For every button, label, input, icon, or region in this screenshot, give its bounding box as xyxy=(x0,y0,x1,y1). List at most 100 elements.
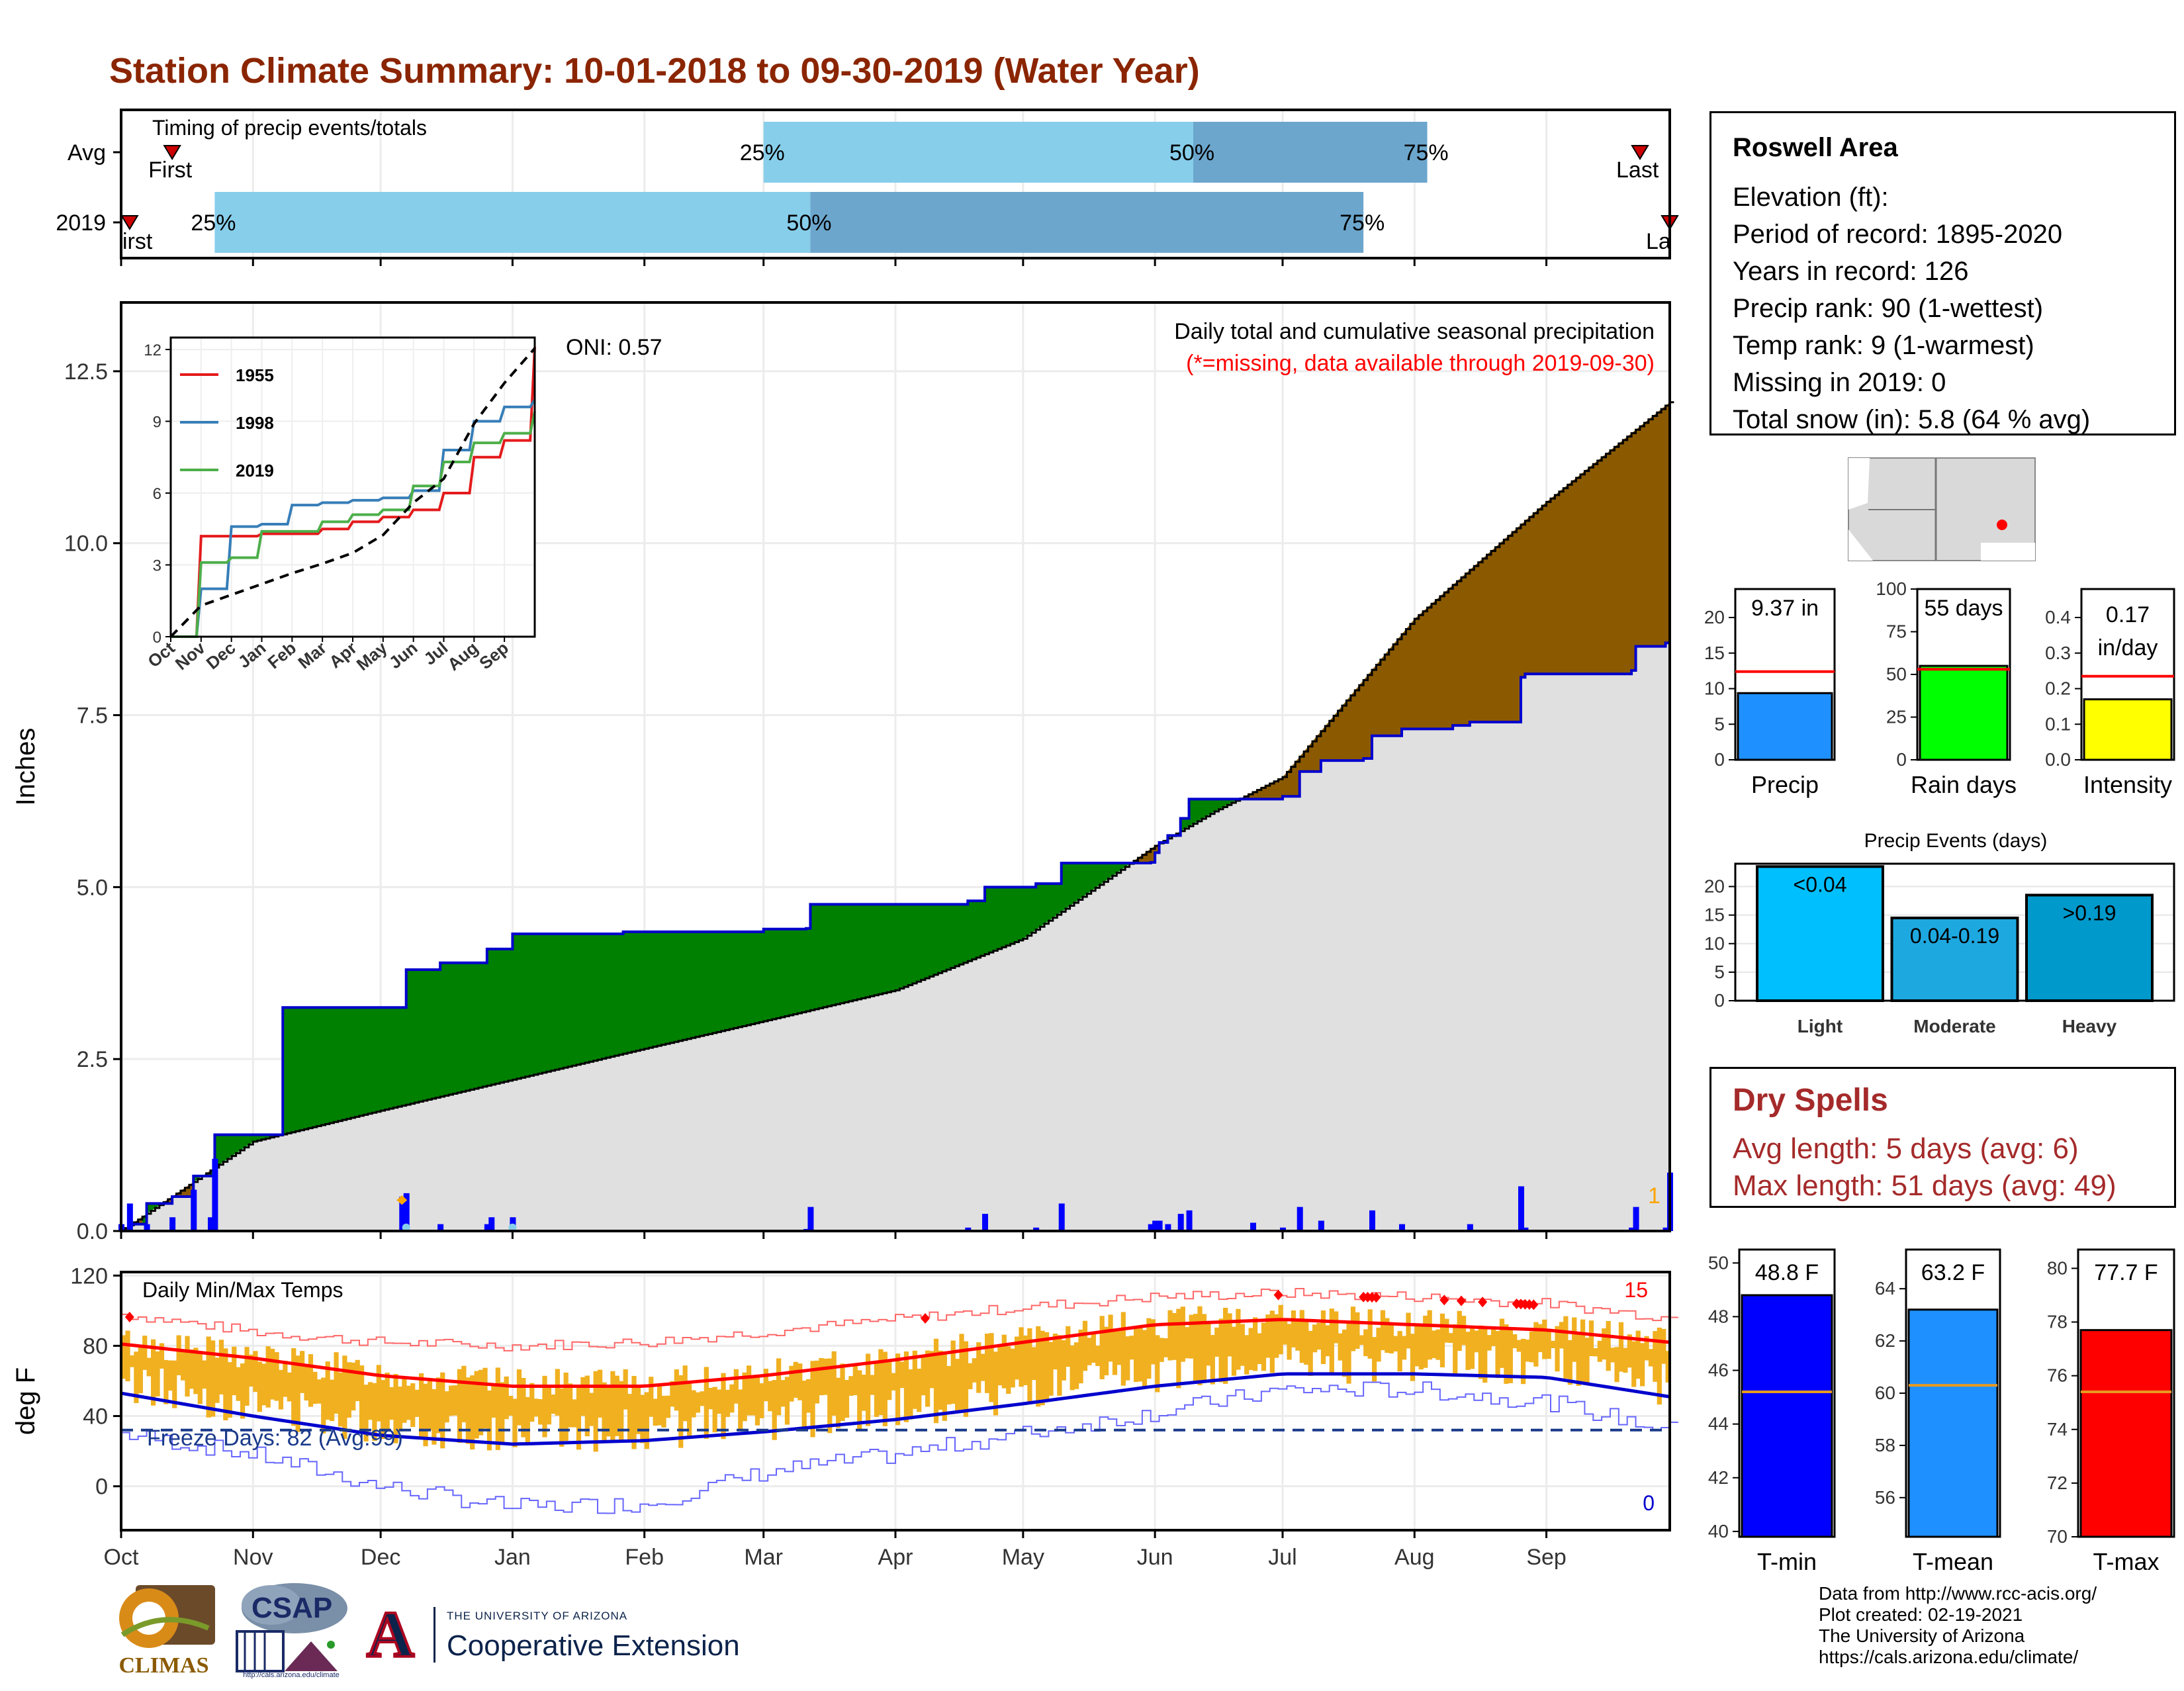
daily-temp-range-bar xyxy=(1461,1316,1467,1346)
daily-temp-range-bar xyxy=(244,1347,250,1406)
precip-surplus-segment xyxy=(857,904,862,999)
precip-deficit-segment xyxy=(1555,491,1560,674)
daily-temp-range-bar xyxy=(1584,1338,1590,1385)
precip-surplus-segment xyxy=(449,962,454,1095)
daily-temp-range-bar xyxy=(1406,1312,1411,1349)
daily-temp-range-bar xyxy=(1104,1326,1109,1376)
daily-temp-range-bar xyxy=(1091,1333,1096,1363)
daily-temp-range-bar xyxy=(1588,1320,1594,1357)
precip-surplus-segment xyxy=(376,1007,381,1112)
daily-temp-range-bar xyxy=(708,1387,713,1410)
precip-events-bar-label: 0.04-0.19 xyxy=(1910,924,1999,948)
precip-deficit-segment xyxy=(1393,639,1398,736)
precip-surplus-segment xyxy=(351,1007,356,1119)
precip-surplus-segment xyxy=(363,1007,369,1115)
daily-temp-range-bar xyxy=(717,1389,722,1414)
daily-temp-range-bar xyxy=(754,1375,760,1426)
daily-temp-range-bar xyxy=(997,1344,1003,1386)
precip-y-tick-label: 12.5 xyxy=(64,359,108,385)
precip-deficit-segment xyxy=(1469,566,1475,722)
daily-temp-range-bar xyxy=(887,1362,892,1400)
daily-temp-range-bar xyxy=(1359,1335,1364,1346)
precip-surplus-segment xyxy=(831,904,837,1005)
daily-temp-range-bar xyxy=(751,1375,756,1416)
precip-surplus-segment xyxy=(606,934,611,1058)
precip-deficit-segment xyxy=(1418,611,1424,729)
daily-temp-range-bar xyxy=(134,1351,139,1403)
daily-temp-range-bar xyxy=(167,1360,173,1391)
precip-deficit-segment xyxy=(1486,551,1492,722)
temp-y-tick-label: 120 xyxy=(70,1263,108,1289)
precip-surplus-segment xyxy=(870,904,875,997)
daily-temp-range-bar xyxy=(836,1377,841,1428)
precip-deficit-segment xyxy=(1474,562,1479,722)
precip-deficit-segment xyxy=(1529,513,1534,674)
precip-deficit-segment xyxy=(1593,461,1598,674)
daily-temp-range-bar xyxy=(580,1377,586,1416)
daily-temp-range-bar xyxy=(687,1382,692,1436)
daily-temp-range-bar xyxy=(572,1399,577,1428)
precip-deficit-segment xyxy=(1610,447,1615,674)
inset-y-tick-label: 3 xyxy=(153,557,161,575)
daily-temp-range-bar xyxy=(551,1394,556,1414)
daily-temp-range-bar xyxy=(670,1381,675,1407)
daily-temp-range-bar xyxy=(955,1359,960,1412)
precip-deficit-segment xyxy=(1329,715,1334,761)
daily-precip-bar xyxy=(208,1217,214,1231)
timing-avg-bar-25-50 xyxy=(763,122,1193,183)
daily-temp-range-bar xyxy=(389,1387,394,1420)
temp-bar-tick-label: 78 xyxy=(2047,1312,2068,1332)
temp-avg-max-line xyxy=(120,1318,1670,1388)
precip-deficit-segment xyxy=(1385,649,1390,736)
daily-temp-range-bar xyxy=(367,1382,373,1420)
daily-temp-range-bar xyxy=(372,1383,377,1441)
temp-bar-label: T-mean xyxy=(1913,1548,1993,1575)
daily-temp-range-bar xyxy=(1031,1347,1036,1381)
daily-temp-range-bar xyxy=(1355,1312,1360,1349)
summary-bar-value: 55 days xyxy=(1924,596,2003,621)
precip-deficit-segment xyxy=(1516,524,1522,722)
precip-surplus-segment xyxy=(917,904,922,982)
daily-temp-range-bar xyxy=(1474,1330,1479,1353)
precip-surplus-segment xyxy=(836,904,841,1005)
record-high-marker xyxy=(1439,1295,1449,1306)
precip-surplus-segment xyxy=(453,962,458,1094)
precip-surplus-segment xyxy=(598,934,603,1060)
daily-temp-range-bar xyxy=(435,1377,441,1434)
precip-surplus-segment xyxy=(797,929,803,1013)
oni-label: ONI: 0.57 xyxy=(566,335,662,360)
precip-deficit-segment xyxy=(1406,623,1411,729)
daily-temp-range-bar xyxy=(661,1395,666,1428)
daily-precip-bar xyxy=(1186,1210,1193,1231)
daily-temp-range-bar xyxy=(598,1369,603,1418)
daily-temp-range-bar xyxy=(623,1369,628,1410)
precip-surplus-segment xyxy=(895,904,901,991)
precip-deficit-segment xyxy=(1537,506,1543,674)
precip-surplus-segment xyxy=(1048,884,1054,921)
precip-deficit-segment xyxy=(1397,634,1402,736)
precip-deficit-segment xyxy=(1274,779,1279,800)
daily-temp-range-bar xyxy=(465,1377,471,1444)
daily-temp-range-bar xyxy=(1236,1308,1241,1370)
daily-precip-bar xyxy=(1280,1227,1286,1231)
daily-temp-range-bar xyxy=(793,1361,798,1398)
daily-temp-range-bar xyxy=(500,1382,505,1444)
temp-x-tick-label: May xyxy=(1002,1545,1044,1570)
daily-temp-range-bar xyxy=(546,1385,552,1425)
daily-temp-range-bar xyxy=(1380,1310,1386,1351)
daily-temp-range-bar xyxy=(248,1354,254,1387)
precip-deficit-segment xyxy=(1291,761,1296,797)
daily-temp-range-bar xyxy=(1193,1314,1199,1383)
temp-x-tick-label: Apr xyxy=(878,1545,913,1570)
daily-temp-range-bar xyxy=(1631,1341,1637,1387)
temp-x-tick-label: Jul xyxy=(1268,1545,1297,1570)
precip-surplus-segment xyxy=(938,904,943,974)
precip-deficit-segment xyxy=(1563,484,1569,674)
precip-surplus-segment xyxy=(887,904,892,993)
precip-surplus-segment xyxy=(985,887,990,954)
daily-temp-range-bar xyxy=(508,1395,514,1416)
daily-temp-range-bar xyxy=(1087,1338,1092,1365)
precip-surplus-segment xyxy=(933,904,938,975)
precip-surplus-segment xyxy=(708,931,713,1034)
inset-y-tick-label: 0 xyxy=(153,629,161,647)
